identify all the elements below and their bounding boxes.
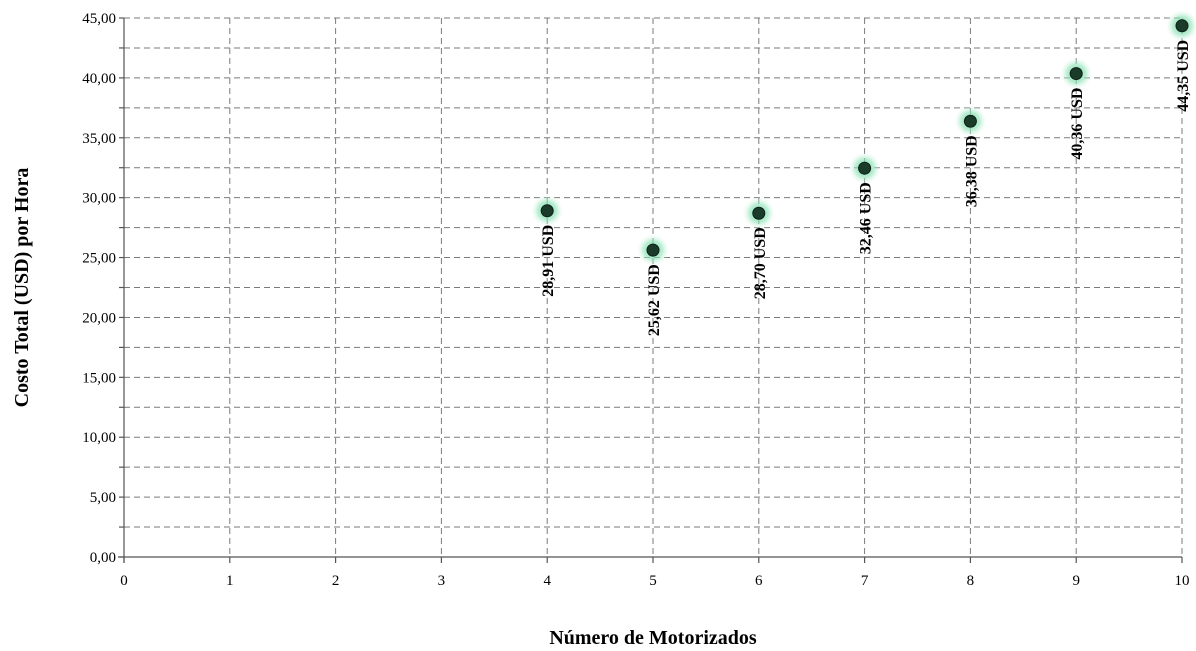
- data-label: 28,70 USD: [752, 227, 769, 299]
- x-tick-label: 5: [649, 573, 657, 589]
- data-point: [963, 114, 977, 128]
- data-point: [752, 206, 766, 220]
- x-axis-title: Número de Motorizados: [549, 627, 757, 649]
- data-point: [540, 204, 554, 218]
- x-tick-labels: 0 1 2 3 4 5 6 7 8 9 10: [120, 573, 1189, 589]
- data-points: [530, 8, 1196, 268]
- y-axis-title: Costo Total (USD) por Hora: [11, 168, 33, 408]
- y-tick-label: 20,00: [82, 310, 116, 326]
- y-tick-label: 30,00: [82, 191, 116, 207]
- y-tick-labels: 0,00 5,00 10,00 15,00 20,00 25,00 30,00 35,00 40…: [82, 11, 116, 566]
- y-tick-label: 10,00: [82, 430, 116, 446]
- y-tick-label: 5,00: [90, 490, 116, 506]
- x-tick-label: 9: [1072, 573, 1080, 589]
- data-label: 44,35 USD: [1175, 40, 1192, 112]
- data-point: [1069, 67, 1083, 81]
- data-label: 40,36 USD: [1069, 88, 1086, 160]
- y-tick-label: 25,00: [82, 251, 116, 267]
- data-point: [858, 161, 872, 175]
- data-label: 25,62 USD: [646, 264, 663, 336]
- x-tick-label: 6: [755, 573, 763, 589]
- data-point: [1175, 19, 1189, 33]
- y-tick-label: 40,00: [82, 71, 116, 87]
- y-tick-label: 0,00: [90, 550, 116, 566]
- x-tick-label: 7: [861, 573, 869, 589]
- x-tick-label: 10: [1175, 573, 1190, 589]
- x-tick-label: 4: [543, 573, 551, 589]
- data-label: 32,46 USD: [858, 182, 875, 254]
- y-tick-label: 35,00: [82, 131, 116, 147]
- data-label: 36,38 USD: [963, 135, 980, 207]
- y-tick-label: 15,00: [82, 370, 116, 386]
- data-label: 28,91 USD: [540, 225, 557, 297]
- x-tick-label: 8: [967, 573, 975, 589]
- x-tick-label: 0: [120, 573, 128, 589]
- x-tick-label: 2: [332, 573, 340, 589]
- data-point: [646, 243, 660, 257]
- data-labels: 28,91 USD 25,62 USD 28,70 USD 32,46 USD 36,3…: [540, 40, 1192, 336]
- axes: [118, 17, 1183, 563]
- x-tick-label: 1: [226, 573, 234, 589]
- grid-lines: [124, 17, 1183, 557]
- y-tick-label: 45,00: [82, 11, 116, 27]
- x-tick-label: 3: [438, 573, 446, 589]
